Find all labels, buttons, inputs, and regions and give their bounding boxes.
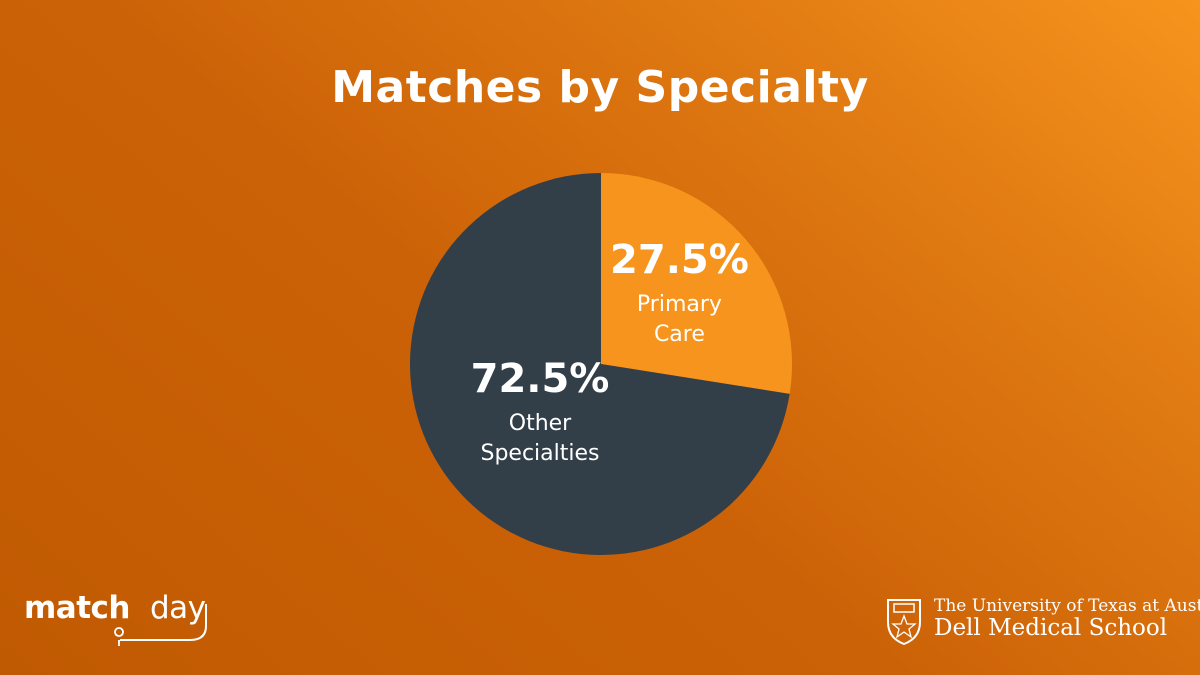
pie-slice-1 <box>410 173 790 555</box>
slice-name-label-1-1: Specialties <box>480 441 599 466</box>
ut-shield-icon <box>887 599 921 646</box>
pie-slices <box>410 173 792 555</box>
slice-value-label-0: 27.5% <box>610 237 749 283</box>
match-word: match <box>24 590 131 626</box>
dell-medical-school-logo: The University of Texas at Austin Dell M… <box>884 596 1200 648</box>
slice-name-label-0-0: Primary <box>637 292 722 317</box>
university-name: The University of Texas at Austin <box>934 596 1200 616</box>
pie-labels: 27.5% Primary Care 72.5% Other Specialties <box>471 237 749 466</box>
match-day-logo: match day <box>24 590 224 660</box>
school-name: Dell Medical School <box>934 615 1168 641</box>
slice-value-label-1: 72.5% <box>471 356 610 402</box>
slice-name-label-1-0: Other <box>509 411 572 436</box>
chart-title: Matches by Specialty <box>331 62 869 113</box>
pie-slice-0 <box>601 173 792 394</box>
stethoscope-line-icon <box>114 604 207 646</box>
day-word: day <box>150 590 206 626</box>
slice-name-label-0-1: Care <box>654 322 705 347</box>
